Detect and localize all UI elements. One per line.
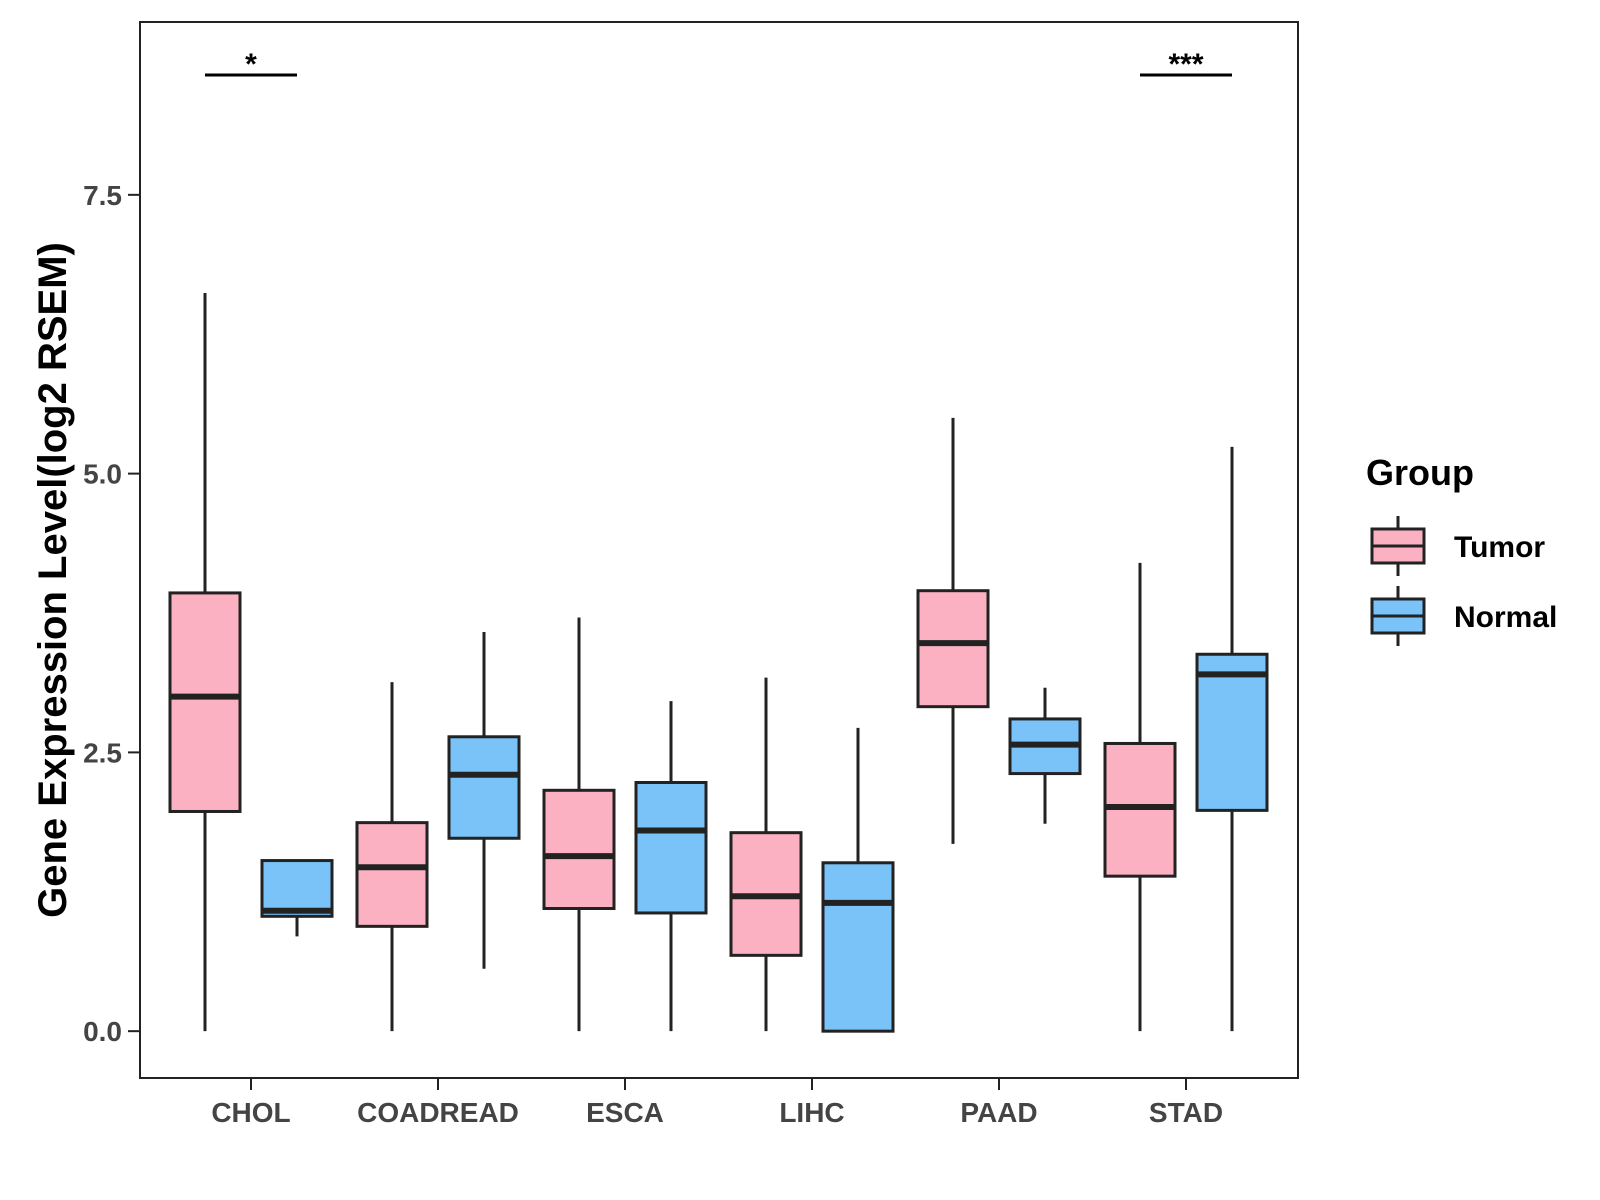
box-normal-esca	[634, 701, 708, 1032]
box-tumor-stad	[1103, 562, 1177, 1032]
legend-entry-tumor: Tumor	[1370, 516, 1545, 576]
box-body	[168, 591, 242, 813]
box-tumor-coadread	[355, 682, 429, 1032]
box-body	[355, 821, 429, 928]
box-tumor-esca	[542, 617, 616, 1032]
y-tick-label: 0.0	[83, 1016, 122, 1047]
box-body	[821, 861, 895, 1033]
significance-label: *	[245, 48, 257, 81]
y-tick-label: 5.0	[83, 459, 122, 490]
x-tick-label-chol: CHOL	[211, 1097, 290, 1128]
box-normal-paad	[1008, 687, 1082, 824]
y-axis: 0.0 2.5 5.0 7.5	[83, 180, 140, 1047]
x-tick-label-stad: STAD	[1149, 1097, 1223, 1128]
legend-title: Group	[1366, 452, 1474, 493]
significance-stad: ***	[1140, 48, 1232, 81]
x-tick-label-paad: PAAD	[960, 1097, 1037, 1128]
x-tick-label-esca: ESCA	[586, 1097, 664, 1128]
y-tick-label: 2.5	[83, 737, 122, 768]
box-tumor-chol	[168, 292, 242, 1032]
box-normal-stad	[1195, 446, 1269, 1032]
plot-panel-border	[139, 21, 1299, 1079]
y-tick-label: 7.5	[83, 180, 122, 211]
box-body	[447, 735, 521, 840]
box-body	[1195, 652, 1269, 812]
legend-entries: Tumor Normal	[1370, 516, 1557, 646]
box-body	[916, 589, 990, 709]
significance-label: ***	[1168, 48, 1203, 81]
legend-label-normal: Normal	[1454, 601, 1557, 634]
box-body	[542, 788, 616, 911]
legend: Group Tumor Normal	[1366, 452, 1557, 646]
x-tick-label-lihc: LIHC	[779, 1097, 844, 1128]
significance-annotations: * ***	[205, 48, 1232, 81]
y-axis-title: Gene Expression Level(log2 RSEM)	[31, 242, 75, 918]
significance-chol: *	[205, 48, 297, 81]
box-normal-lihc	[821, 727, 895, 1033]
x-axis: CHOL COADREAD ESCA LIHC PAAD STAD	[211, 1078, 1223, 1128]
box-tumor-lihc	[729, 677, 803, 1032]
boxes-layer	[168, 292, 1269, 1033]
legend-entry-normal: Normal	[1370, 586, 1557, 646]
box-normal-chol	[260, 859, 334, 937]
box-tumor-paad	[916, 417, 990, 844]
box-normal-coadread	[447, 631, 521, 969]
legend-label-tumor: Tumor	[1454, 531, 1545, 564]
x-tick-label-coadread: COADREAD	[357, 1097, 519, 1128]
box-body	[260, 859, 334, 918]
box-body	[634, 780, 708, 915]
